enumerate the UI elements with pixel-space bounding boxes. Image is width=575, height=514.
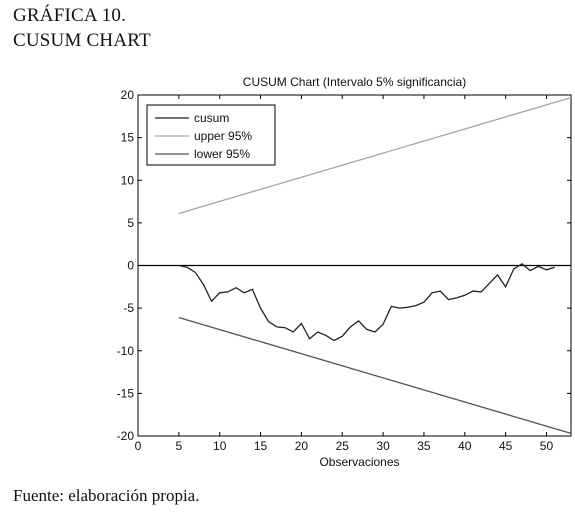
y-tick-label: 20	[121, 88, 135, 102]
y-tick-label: 0	[127, 259, 134, 273]
x-tick-label: 25	[336, 439, 350, 453]
x-tick-label: 45	[499, 439, 513, 453]
x-tick-label: 35	[417, 439, 431, 453]
chart-title: CUSUM Chart (Intervalo 5% significancia)	[243, 75, 466, 89]
x-tick-label: 15	[254, 439, 268, 453]
legend-box	[146, 104, 276, 166]
x-tick-label: 30	[376, 439, 390, 453]
x-tick-label: 40	[458, 439, 472, 453]
y-tick-label: -5	[123, 301, 134, 315]
x-tick-label: 50	[540, 439, 554, 453]
plot-area: CUSUM Chart (Intervalo 5% significancia)…	[117, 75, 572, 469]
x-tick-label: 5	[176, 439, 183, 453]
y-tick-label: -15	[117, 386, 135, 400]
x-tick-label: 20	[295, 439, 309, 453]
x-axis-label: Observaciones	[319, 455, 399, 469]
series-line-upper-95-	[178, 96, 572, 215]
legend-label: cusum	[194, 111, 229, 125]
x-tick-label: 0	[135, 439, 142, 453]
series-line-cusum	[178, 263, 555, 342]
series-line-lower-95-	[178, 316, 572, 435]
legend-label: upper 95%	[194, 129, 252, 143]
y-tick-label: -10	[117, 344, 135, 358]
y-tick-label: 5	[127, 216, 134, 230]
y-tick-label: 10	[121, 173, 135, 187]
legend-label: lower 95%	[194, 147, 250, 161]
y-tick-label: 15	[121, 131, 135, 145]
figure-number: GRÁFICA 10.	[13, 5, 127, 26]
source-note: Fuente: elaboración propia.	[13, 486, 200, 505]
y-tick-label: -20	[117, 429, 135, 443]
figure-caption: CUSUM CHART	[13, 30, 151, 51]
x-tick-label: 10	[213, 439, 227, 453]
